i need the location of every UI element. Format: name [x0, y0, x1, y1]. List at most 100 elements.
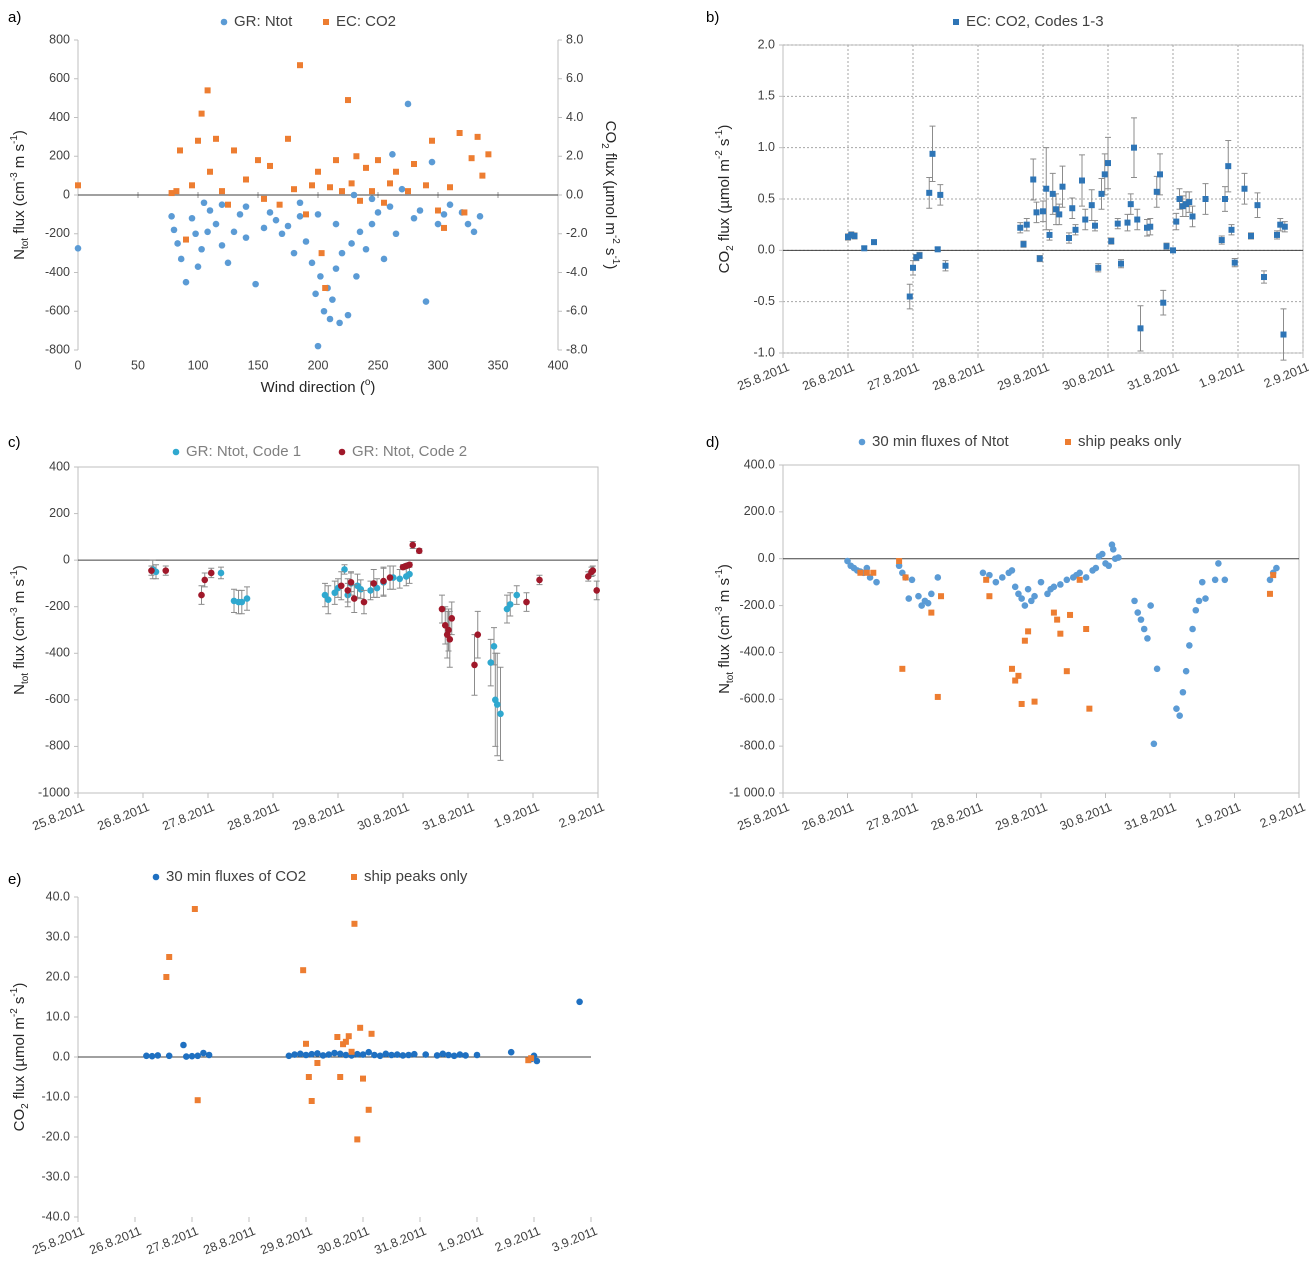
data-point: [368, 220, 376, 228]
data-point: [576, 998, 583, 1006]
data-point: [928, 590, 935, 598]
data-point: [1173, 218, 1180, 225]
data-point: [177, 255, 185, 263]
data-point: [1179, 203, 1186, 210]
x-tick-label: 29.8.2011: [258, 1224, 314, 1257]
data-point: [905, 595, 913, 602]
y-tick-label: 800: [49, 32, 70, 46]
legend-item: EC: CO2, Codes 1-3: [953, 13, 1104, 30]
data-point: [433, 1052, 441, 1059]
data-point: [302, 238, 310, 245]
data-point: [389, 151, 396, 158]
data-point: [192, 230, 199, 238]
data-point: [1124, 219, 1131, 226]
data-point: [435, 207, 441, 214]
data-point: [1202, 595, 1209, 602]
data-point: [393, 168, 399, 175]
data-point: [1277, 221, 1284, 228]
data-point: [1221, 576, 1229, 584]
data-point: [473, 1051, 481, 1059]
x-tick-label: 28.8.2011: [930, 360, 986, 393]
data-point: [411, 161, 417, 167]
y-tick-label: 0.0: [758, 243, 775, 257]
data-point: [317, 273, 324, 280]
data-point: [180, 1041, 187, 1049]
data-point: [207, 569, 215, 577]
data-point: [1218, 237, 1225, 244]
y-axis-title-part: -3: [714, 606, 725, 615]
data-point: [260, 224, 268, 232]
data-point: [934, 246, 941, 253]
data-point: [1036, 255, 1043, 262]
y-tick-label: 0: [63, 552, 70, 566]
legend-item: GR: Ntot, Code 1: [172, 443, 301, 460]
data-point: [461, 209, 468, 216]
data-point: [1261, 274, 1267, 281]
data-point: [1137, 616, 1145, 623]
data-point: [1241, 185, 1248, 192]
data-point: [195, 137, 201, 144]
data-point: [1082, 216, 1089, 223]
data-point: [485, 151, 492, 158]
data-point: [290, 249, 298, 257]
y-tick-label: 1.0: [758, 140, 775, 154]
data-point: [342, 1051, 350, 1059]
y-axis-title-part: ): [716, 125, 733, 130]
data-point: [323, 19, 329, 25]
y-tick-label: 2.0: [758, 37, 775, 51]
y-tick-label: 30.0: [46, 929, 70, 943]
data-point: [1150, 740, 1158, 748]
data-point: [1231, 259, 1238, 266]
data-point: [207, 168, 213, 175]
data-point: [148, 567, 155, 574]
data-point: [351, 920, 358, 927]
data-point: [342, 1038, 349, 1045]
y2-tick-label: 2.0: [566, 149, 583, 163]
y-tick-label: -800: [45, 739, 70, 753]
data-point: [333, 157, 339, 164]
data-point: [303, 211, 309, 218]
data-point: [336, 319, 343, 327]
data-point: [474, 631, 482, 638]
data-point: [422, 1051, 430, 1058]
data-point: [348, 180, 355, 187]
data-point: [350, 191, 358, 199]
data-point: [1054, 616, 1061, 623]
data-point: [1147, 602, 1154, 609]
data-point: [896, 558, 903, 565]
data-point: [1182, 667, 1190, 675]
y-axis-title-part: N: [11, 249, 28, 260]
y-tick-label: -400: [45, 646, 70, 660]
data-point: [376, 1052, 384, 1060]
data-point: [308, 1050, 316, 1058]
data-point: [507, 1048, 515, 1056]
data-point: [194, 1097, 201, 1104]
data-point: [314, 1050, 321, 1057]
data-point: [309, 182, 315, 189]
y-tick-label: 400: [49, 110, 70, 124]
data-point: [170, 226, 178, 234]
y-axis-title-part: ): [11, 983, 28, 988]
data-point: [1031, 698, 1038, 705]
panel-label: e): [8, 871, 21, 888]
data-point: [428, 158, 436, 166]
x-tick-label: 27.8.2011: [144, 1224, 200, 1257]
data-point: [899, 665, 906, 672]
y-axis-title-part: ): [11, 565, 28, 570]
plot-frame: [782, 464, 1300, 794]
data-point: [1043, 185, 1050, 192]
data-point: [332, 220, 340, 228]
y-axis-title-part: ): [11, 130, 28, 135]
y-tick-label: -800: [45, 342, 70, 356]
data-point: [291, 1051, 298, 1058]
data-point: [873, 578, 880, 586]
data-point: [404, 100, 412, 108]
x-tick-label: 25.8.2011: [735, 800, 791, 833]
data-point: [356, 228, 364, 236]
x-tick-label: 1.9.2011: [492, 800, 542, 831]
legend-text: GR: Ntot, Code 2: [352, 443, 467, 460]
data-point: [983, 576, 990, 583]
data-point: [1012, 677, 1019, 684]
data-point: [871, 239, 877, 246]
data-point: [276, 201, 283, 208]
